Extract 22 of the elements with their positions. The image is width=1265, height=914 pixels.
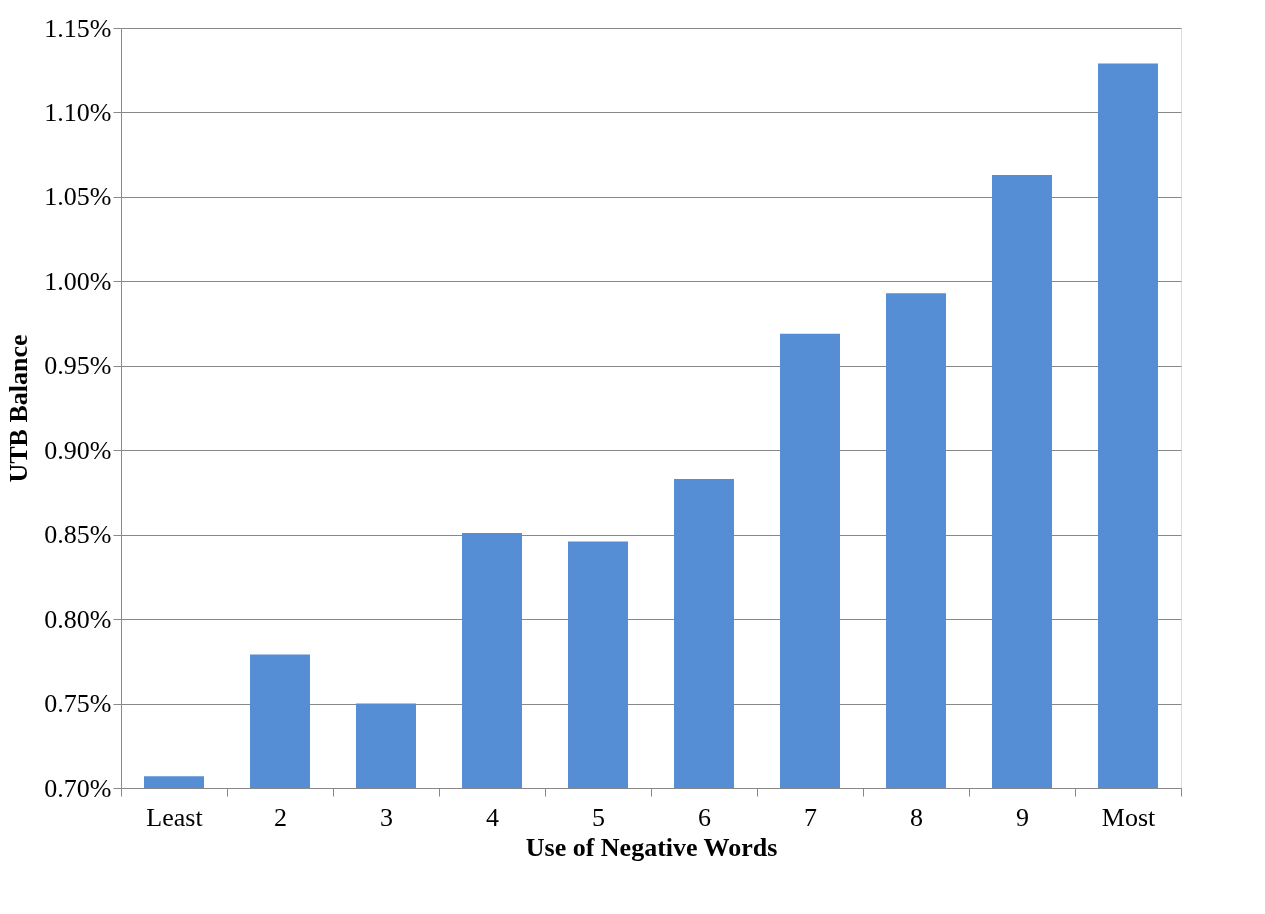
x-tick-label: 4 — [486, 802, 499, 832]
y-tick-label: 1.10% — [44, 97, 112, 127]
x-tick-label: 2 — [274, 802, 287, 832]
x-tick-label: Most — [1101, 802, 1156, 832]
y-tick-label: 0.75% — [44, 689, 112, 719]
y-tick-label: 0.95% — [44, 351, 112, 381]
x-axis-title: Use of Negative Words — [525, 832, 778, 862]
x-tick-label: 9 — [1016, 802, 1029, 832]
x-tick-label: 6 — [698, 802, 711, 832]
y-tick-label: 1.05% — [44, 182, 112, 212]
x-tick-label: 8 — [910, 802, 923, 832]
y-tick-label: 0.70% — [44, 773, 112, 803]
x-tick-label: Least — [146, 802, 204, 832]
y-tick-label: 1.00% — [44, 266, 112, 296]
x-tick-label: 5 — [592, 802, 605, 832]
y-tick-label: 0.85% — [44, 520, 112, 550]
y-tick-label: 0.90% — [44, 435, 112, 465]
y-tick-label: 0.80% — [44, 604, 112, 634]
x-tick-label: 7 — [804, 802, 817, 832]
y-tick-label: 1.15% — [44, 13, 112, 43]
x-tick-label: 3 — [380, 802, 393, 832]
y-axis-title: UTB Balance — [4, 334, 34, 483]
